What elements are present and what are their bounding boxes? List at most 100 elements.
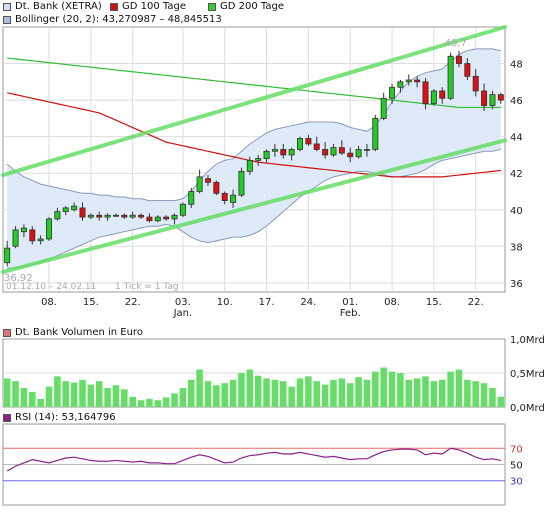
candle-up	[372, 117, 379, 150]
candle-down	[280, 149, 287, 156]
candle-up	[255, 158, 262, 161]
candle-up	[71, 205, 78, 211]
candle-down	[138, 214, 145, 218]
candle-down	[347, 152, 354, 158]
candle-up	[112, 214, 119, 217]
candle-down	[481, 90, 488, 106]
candle-down	[497, 94, 504, 101]
y-tick-label: 40	[510, 206, 523, 217]
x-tick-label: 03.	[175, 297, 191, 308]
volume-bar	[388, 371, 396, 407]
candle-down	[121, 214, 128, 218]
candle-up	[4, 247, 11, 264]
volume-bar	[196, 369, 203, 407]
volume-bar	[422, 376, 429, 407]
volume-bar	[405, 379, 413, 407]
candle-down	[439, 90, 446, 99]
candle-up	[37, 238, 44, 242]
candle-down	[29, 229, 36, 242]
volume-bar	[20, 387, 28, 407]
tick-info-label: 1 Tick = 1 Tag	[115, 282, 179, 292]
volume-bar	[455, 369, 463, 407]
candle-down	[204, 178, 211, 183]
volume-bar	[497, 396, 505, 407]
x-tick-label: 08.	[41, 297, 57, 308]
candle-down	[221, 192, 228, 202]
volume-bar	[221, 383, 228, 407]
volume-bar	[187, 379, 195, 407]
rsi-y-tick-label: 30	[510, 477, 523, 488]
rsi-legend-label: RSI (14): 53,164796	[15, 412, 116, 423]
volume-bar	[280, 381, 287, 407]
volume-bar	[104, 387, 111, 407]
min-price-label: 36,92	[4, 273, 33, 284]
volume-bar	[146, 398, 153, 407]
volume-bar	[154, 400, 162, 407]
candle-down	[422, 81, 429, 105]
bollinger-legend-swatch	[3, 16, 11, 24]
candle-up	[288, 149, 295, 156]
candle-down	[213, 181, 220, 194]
gd100-legend-label: GD 100 Tage	[122, 1, 186, 12]
candle-down	[146, 216, 153, 222]
rsi-y-tick-label: 70	[510, 444, 523, 455]
y-tick-label: 38	[510, 242, 523, 253]
x-tick-label: 15.	[83, 297, 99, 308]
volume-bar	[296, 378, 304, 407]
candle-up	[330, 147, 337, 156]
x-tick-label: 17.	[259, 297, 275, 308]
trend-lower-line	[1, 138, 507, 274]
volume-y-tick-label: 1,0Mrd	[510, 335, 545, 346]
gd200-legend-swatch	[208, 3, 216, 11]
volume-bar	[271, 379, 279, 407]
y-tick-label: 36	[510, 279, 523, 290]
volume-bar	[29, 392, 36, 407]
candle-up	[380, 97, 387, 119]
volume-bar	[397, 373, 404, 407]
volume-bar	[355, 377, 362, 407]
candle-up	[238, 170, 245, 196]
volume-y-tick-label: 0,0Mrd	[510, 403, 545, 414]
y-tick-label: 48	[510, 60, 523, 71]
candle-up	[104, 214, 111, 218]
candle-up	[129, 214, 136, 218]
y-tick-label: 46	[510, 96, 523, 107]
y-tick-label: 42	[510, 169, 523, 180]
max-price-label: 48,7	[445, 38, 467, 49]
volume-bar	[238, 373, 245, 407]
volume-bar	[464, 379, 471, 407]
candle-up	[355, 149, 362, 158]
candle-up	[397, 81, 404, 88]
x-tick-label: 24.	[300, 297, 316, 308]
volume-bar	[438, 379, 446, 407]
volume-bar	[430, 381, 438, 407]
volume-bar	[380, 367, 387, 407]
volume-bar	[37, 398, 44, 407]
volume-bar	[62, 381, 70, 407]
bollinger-legend-label: Bollinger (20, 2): 43,270987 – 48,845513	[15, 14, 222, 25]
volume-bar	[121, 389, 128, 407]
candle-down	[79, 207, 86, 218]
volume-bar	[79, 379, 86, 407]
gd200-legend-label: GD 200 Tage	[220, 1, 284, 12]
candle-down	[305, 138, 312, 145]
candle-up	[447, 55, 454, 99]
volume-bar	[489, 387, 496, 407]
volume-bar	[447, 371, 454, 407]
candle-up	[188, 191, 195, 205]
volume-bar	[288, 386, 295, 407]
volume-bar	[338, 378, 346, 407]
volume-bar	[263, 378, 270, 407]
volume-bar	[179, 387, 187, 407]
candle-up	[20, 227, 27, 233]
volume-bar	[95, 381, 103, 407]
candle-down	[313, 143, 320, 150]
volume-bar	[330, 379, 337, 407]
candle-up	[246, 160, 253, 172]
x-tick-label: 15.	[426, 297, 442, 308]
volume-bar	[87, 384, 95, 407]
x-tick-label: 01.	[342, 297, 358, 308]
volume-bar	[3, 378, 11, 407]
volume-bar	[321, 384, 329, 407]
volume-bar	[162, 397, 170, 407]
